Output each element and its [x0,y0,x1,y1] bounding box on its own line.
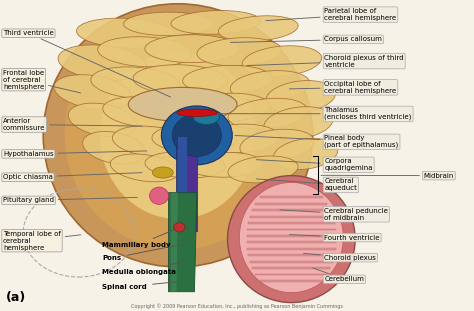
Ellipse shape [240,129,314,160]
Ellipse shape [239,183,343,293]
Ellipse shape [273,138,338,169]
Ellipse shape [76,18,175,48]
Polygon shape [168,193,197,292]
Ellipse shape [145,152,225,178]
Text: Thalamus
(encloses third ventricle): Thalamus (encloses third ventricle) [219,107,412,120]
Ellipse shape [153,167,173,178]
Polygon shape [252,267,330,269]
Ellipse shape [103,97,187,128]
Polygon shape [247,229,336,230]
Ellipse shape [100,52,256,219]
Text: Corpus callosum: Corpus callosum [230,36,383,42]
Polygon shape [171,193,178,292]
Text: (a): (a) [5,291,26,304]
Text: Choroid plexus: Choroid plexus [303,253,376,261]
Polygon shape [246,235,336,237]
Ellipse shape [110,154,180,182]
Ellipse shape [172,114,221,156]
Polygon shape [255,203,327,205]
Text: Cerebral peduncle
of midbrain: Cerebral peduncle of midbrain [280,208,388,221]
Text: Temporal lobe of
cerebral
hemisphere: Temporal lobe of cerebral hemisphere [3,231,81,251]
Text: Pituitary gland: Pituitary gland [3,197,137,203]
Text: Pons: Pons [102,244,182,261]
Ellipse shape [133,65,228,95]
Polygon shape [178,137,187,231]
Polygon shape [248,222,335,224]
Text: Frontal lobe
of cerebral
hemisphere: Frontal lobe of cerebral hemisphere [3,70,81,93]
Ellipse shape [112,126,191,157]
Text: Parietal lobe of
cerebral hemisphere: Parietal lobe of cerebral hemisphere [266,8,397,21]
Ellipse shape [150,187,168,204]
Ellipse shape [171,11,261,34]
Ellipse shape [228,156,298,183]
Ellipse shape [199,124,280,153]
Text: Corpora
quadrigemina: Corpora quadrigemina [256,158,373,171]
Text: Fourth ventricle: Fourth ventricle [290,234,380,240]
Text: Third ventricle: Third ventricle [3,30,171,97]
Ellipse shape [228,176,355,303]
Polygon shape [175,137,197,231]
Ellipse shape [193,109,219,124]
Ellipse shape [185,93,270,122]
Ellipse shape [140,93,230,122]
Polygon shape [260,196,323,198]
Ellipse shape [264,107,333,139]
Polygon shape [260,280,323,282]
Ellipse shape [177,109,217,117]
Polygon shape [247,248,336,250]
Text: Hypothalamus: Hypothalamus [3,151,147,157]
Ellipse shape [98,37,192,67]
Polygon shape [250,261,333,262]
Polygon shape [255,274,327,276]
Ellipse shape [68,103,137,137]
Polygon shape [252,209,330,211]
Ellipse shape [145,35,239,63]
Ellipse shape [128,87,237,121]
Ellipse shape [124,12,213,36]
Ellipse shape [230,71,310,101]
Ellipse shape [82,132,146,164]
Ellipse shape [266,81,336,113]
Text: Pineal body
(part of epithalamus): Pineal body (part of epithalamus) [235,135,399,148]
Ellipse shape [219,16,298,41]
Polygon shape [246,241,336,243]
Text: Copyright © 2009 Pearson Education, Inc., publishing as Pearson Benjamin Cumming: Copyright © 2009 Pearson Education, Inc.… [131,303,343,309]
Ellipse shape [182,65,273,94]
Polygon shape [178,111,216,114]
Text: Optic chiasma: Optic chiasma [3,173,142,180]
Text: Cerebellum: Cerebellum [313,268,365,282]
Ellipse shape [161,106,232,165]
Ellipse shape [54,75,132,109]
Ellipse shape [187,152,263,177]
Ellipse shape [173,223,185,232]
Text: Anterior
commissure: Anterior commissure [3,118,142,131]
Ellipse shape [228,98,308,129]
Text: Spinal cord: Spinal cord [102,281,182,290]
Text: Mammillary body: Mammillary body [102,229,175,248]
Ellipse shape [197,38,282,66]
Text: Medulla oblongata: Medulla oblongata [102,262,182,275]
Ellipse shape [91,67,180,99]
Text: Choroid plexus of third
ventricle: Choroid plexus of third ventricle [247,54,404,67]
Polygon shape [248,254,335,256]
Ellipse shape [58,45,146,80]
Ellipse shape [43,4,313,267]
Ellipse shape [242,46,322,77]
Text: Midbrain: Midbrain [321,173,454,179]
Text: Cerebral
aqueduct: Cerebral aqueduct [256,179,357,191]
Ellipse shape [64,18,292,250]
Ellipse shape [152,124,237,153]
Polygon shape [250,216,333,217]
Text: Occipital lobe of
cerebral hemisphere: Occipital lobe of cerebral hemisphere [290,81,397,94]
